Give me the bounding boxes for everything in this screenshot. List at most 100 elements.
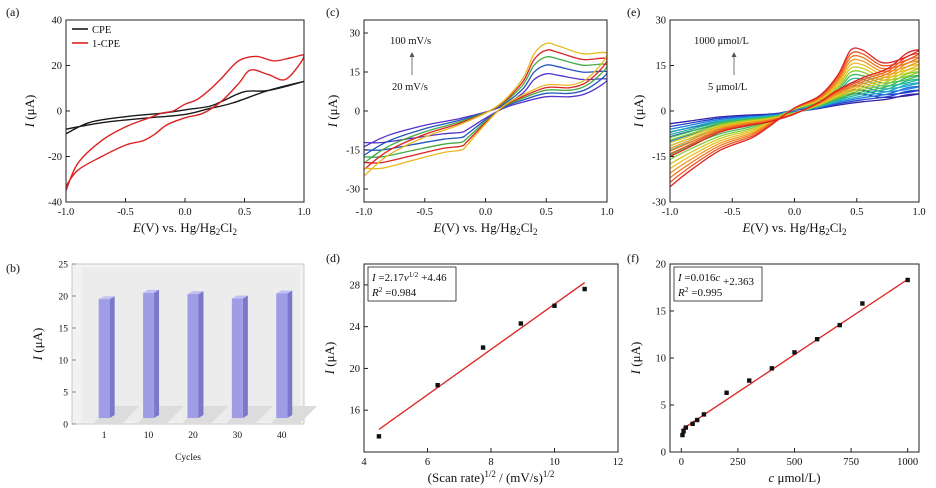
x-tick-label: 10 [549,457,560,468]
plot-frame [669,19,920,203]
data-point [769,366,775,371]
x-tick-label: 1.0 [600,207,613,218]
bar-top [187,291,204,295]
x-tick-label: 0.0 [178,207,191,218]
chart-panel-d: 4 6 8 10 12 16 20 24 28 I (μA) I =2.17v1/2 +4.46R2… [322,263,624,485]
data-point [376,434,382,439]
data-point [518,321,524,326]
x-tick-label: -1.0 [662,207,679,218]
x-tick-label: 1.0 [912,207,925,218]
x-axis-label: c μmol/L) [768,470,820,485]
x-tick-label: 4 [361,457,367,468]
y-tick-label: -15 [346,146,360,157]
y-tick-label: 0 [661,107,666,118]
y-axis-label: I (μA) [322,342,337,376]
data-point [747,378,752,383]
cv-curve [364,42,607,177]
equation-box [367,266,457,302]
data-point [683,425,689,430]
x-tick-label: -0.5 [117,207,134,218]
data-point [480,345,486,350]
cv-curve [364,64,607,156]
bar-side [242,295,248,418]
bar [276,293,288,418]
cv-curve [670,47,919,188]
y-axis-label: I (μA) [22,95,37,129]
x-tick-label: -1.0 [58,207,75,218]
cv-curve [670,62,919,170]
plot-frame [363,19,608,203]
x-tick-label: 20 [188,431,198,441]
x-tick-label: 250 [730,457,746,468]
annotation-arrowhead [409,52,415,57]
y-tick-label: 10 [59,357,69,367]
x-tick-label: 1000 [897,457,918,468]
bar-top [276,290,293,294]
y-tick-label: 5 [661,401,666,412]
x-tick-label: -0.5 [724,207,741,218]
annotation-top: 100 mV/s [390,36,431,47]
x-tick-label: 12 [613,457,624,468]
x-tick-label: -0.5 [416,207,433,218]
annotation-bottom: 5 μmol/L [708,82,747,93]
bar-side [198,291,204,418]
legend-label: 1-CPE [92,39,120,50]
data-point [905,277,910,283]
y-tick-label: 28 [350,280,361,291]
bar-top [231,295,248,299]
fit-line [378,282,586,430]
panel-label-b: (b) [6,261,20,275]
y-tick-label: -15 [652,152,666,163]
x-tick-label: 8 [488,457,493,468]
y-tick-label: 15 [350,68,361,79]
r-squared-text: R2 =0.995 [677,285,723,299]
bar-side [287,290,293,418]
data-point [860,301,865,306]
cv-curve [670,54,919,179]
y-tick-label: 30 [350,29,361,40]
annotation-arrowhead [731,52,737,57]
equation-text: I =2.17v1/2 +4.46 [371,270,447,284]
data-point [792,350,797,355]
equation-text: I =0.016c +2.363 [677,272,754,288]
x-tick-label: 0.5 [850,207,863,218]
plot-area [364,42,607,177]
panel-label-e: (e) [627,5,640,19]
x-tick-label: -1.0 [356,207,373,218]
panel-label-d: (d) [326,251,340,265]
x-tick-label: 6 [425,457,430,468]
data-point [582,286,587,292]
y-tick-label: 0 [63,421,68,431]
bar [187,294,199,418]
annotation-bottom: 20 mV/s [392,82,428,93]
cv-curve [364,49,607,171]
x-tick-label: 0.5 [540,207,553,218]
data-point [814,337,820,342]
bar-shadow [225,406,273,424]
x-tick-label: 10 [144,431,154,441]
equation-box [673,266,763,302]
data-point [690,421,695,426]
y-tick-label: 20 [52,61,63,72]
x-tick-label: 750 [843,457,859,468]
data-point [837,322,842,328]
cv-curve [670,51,919,183]
x-axis-label: E(V) vs. Hg/Hg2Cl2 [132,220,237,237]
bar-side [109,296,115,418]
x-tick-label: 30 [233,431,243,441]
plot-area [670,47,919,188]
chart-panel-b: 0 5 10 15 20 25 1 10 20 30 40 Cycles I (μA) [30,261,318,463]
data-point [701,412,707,417]
cv-curve [66,80,304,135]
chart-panel-f: 0 250 500 750 1000 0 5 10 15 20 I (μA) I =0.016c +2… [628,260,920,485]
y-tick-label: 24 [350,322,361,333]
cv-curve [66,54,304,191]
data-point [435,382,440,388]
x-axis-label: E(V) vs. Hg/Hg2Cl2 [742,220,847,237]
x-axis-label: (Scan rate)1/2 / (mV/s)1/2 [428,469,555,485]
legend-label: CPE [92,25,111,36]
y-axis-label: I (μA) [30,328,45,362]
y-axis-label: I (μA) [628,342,643,376]
x-tick-label: 0.0 [788,207,801,218]
